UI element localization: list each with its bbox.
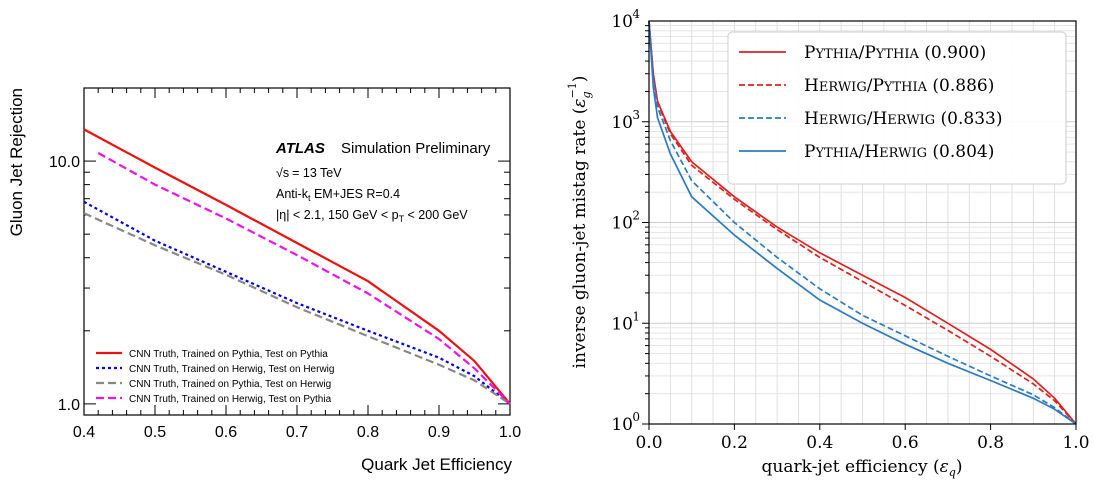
- right-y-tick-exponent: 2: [632, 209, 640, 223]
- left-series-line-4: [97, 152, 511, 405]
- right-x-tick-label: 0.8: [977, 433, 1004, 453]
- right-x-label-end: ): [956, 457, 963, 477]
- atlas-status: Simulation Preliminary: [341, 140, 491, 157]
- left-x-tick-label: 0.6: [215, 424, 237, 441]
- right-x-tick-label: 0.4: [806, 433, 833, 453]
- right-y-tick-exponent: 4: [632, 7, 640, 21]
- left-axis-ticks: 0.4 0.5 0.6 0.7 0.8 0.9 1.0 1.0 10.0: [49, 87, 521, 441]
- right-x-tick-label: 0.2: [721, 433, 748, 453]
- left-x-axis-label: Quark Jet Efficiency: [361, 455, 512, 474]
- right-series-group: [648, 20, 1077, 425]
- right-x-axis-label: quark-jet efficiency (εq): [762, 457, 963, 479]
- right-y-tick-label: 10: [611, 314, 633, 334]
- left-series-group: [83, 128, 511, 405]
- energy-label: √s = 13 TeV: [276, 166, 342, 180]
- left-y-axis-label: Gluon Jet Rejection: [7, 88, 26, 236]
- pt-cut: < 200 GeV: [404, 208, 468, 222]
- right-x-label-main: quark-jet efficiency (: [762, 457, 940, 477]
- left-series-line-2: [83, 200, 511, 405]
- left-legend-label: CNN Truth, Trained on Herwig, Test on Py…: [129, 394, 332, 405]
- left-legend-label: CNN Truth, Trained on Pythia, Test on Py…: [129, 349, 328, 360]
- left-legend-label: CNN Truth, Trained on Herwig, Test on He…: [129, 364, 334, 375]
- sqrt-s-symbol: √s: [276, 166, 289, 180]
- right-y-label-end: ): [570, 76, 590, 83]
- pt-sub: T: [399, 214, 405, 224]
- right-series-line-3: [648, 20, 1077, 425]
- right-y-tick-label: 10: [611, 113, 633, 133]
- right-legend-label: PYTHIA/HERWIG (0.804): [804, 142, 994, 162]
- right-series-line-2: [648, 20, 1077, 425]
- left-y-tick-label: 1.0: [58, 397, 80, 414]
- eta-cut: |η| < 2.1, 150 GeV < p: [276, 208, 399, 222]
- jet-algo-suffix: EM+JES R=0.4: [310, 187, 400, 201]
- kinematic-cut-label: |η| < 2.1, 150 GeV < pT < 200 GeV: [276, 208, 468, 224]
- right-y-tick-label: 10: [611, 12, 633, 32]
- right-x-label-symbol: ε: [940, 457, 949, 477]
- right-x-tick-label: 1.0: [1062, 433, 1089, 453]
- jet-algo-sub: t: [308, 193, 311, 203]
- left-chart: 0.4 0.5 0.6 0.7 0.8 0.9 1.0 1.0 10.0 ATLAS Simul…: [7, 87, 521, 474]
- right-y-tick-exponent: 0: [632, 410, 640, 424]
- left-y-tick-label: 10.0: [49, 154, 80, 171]
- right-y-tick-label: 10: [611, 214, 633, 234]
- atlas-label: ATLAS: [275, 140, 325, 157]
- right-x-tick-label: 0.0: [635, 433, 662, 453]
- right-y-tick-exponent: 3: [632, 108, 640, 122]
- left-x-tick-label: 0.9: [428, 424, 450, 441]
- left-x-tick-label: 0.5: [144, 424, 166, 441]
- right-y-label-symbol: ε: [570, 98, 590, 107]
- right-y-label-sub: g: [580, 91, 593, 98]
- right-x-label-sub: q: [949, 466, 956, 479]
- left-legend: CNN Truth, Trained on Pythia, Test on Py…: [96, 349, 334, 405]
- right-legend: PYTHIA/PYTHIA (0.900) HERWIG/PYTHIA (0.88…: [727, 31, 1067, 185]
- jet-algo-prefix: Anti-k: [276, 187, 309, 201]
- energy-value: = 13 TeV: [292, 166, 342, 180]
- left-x-tick-label: 0.4: [73, 424, 95, 441]
- left-x-tick-label: 0.7: [286, 424, 308, 441]
- right-y-label-main: inverse gluon-jet mistag rate (: [570, 108, 590, 369]
- right-legend-label: PYTHIA/PYTHIA (0.900): [804, 43, 986, 63]
- left-series-line-3: [83, 212, 511, 405]
- right-legend-label: HERWIG/PYTHIA (0.886): [804, 76, 994, 96]
- right-y-axis-label: inverse gluon-jet mistag rate (εg−1): [566, 76, 593, 369]
- right-x-tick-label: 0.6: [892, 433, 919, 453]
- left-x-tick-label: 0.8: [357, 424, 379, 441]
- left-x-tick-label: 1.0: [499, 424, 521, 441]
- left-legend-label: CNN Truth, Trained on Pythia, Test on He…: [129, 379, 331, 390]
- right-y-tick-exponent: 1: [632, 309, 640, 323]
- right-y-tick-label: 10: [611, 415, 633, 435]
- left-series-line-1: [83, 128, 511, 405]
- jet-algo-label: Anti-kt EM+JES R=0.4: [276, 187, 400, 203]
- right-legend-label: HERWIG/HERWIG (0.833): [804, 109, 1002, 129]
- right-legend-box: [727, 31, 1067, 185]
- right-series-line-4: [648, 20, 1077, 425]
- right-y-label-sup: −1: [566, 82, 579, 98]
